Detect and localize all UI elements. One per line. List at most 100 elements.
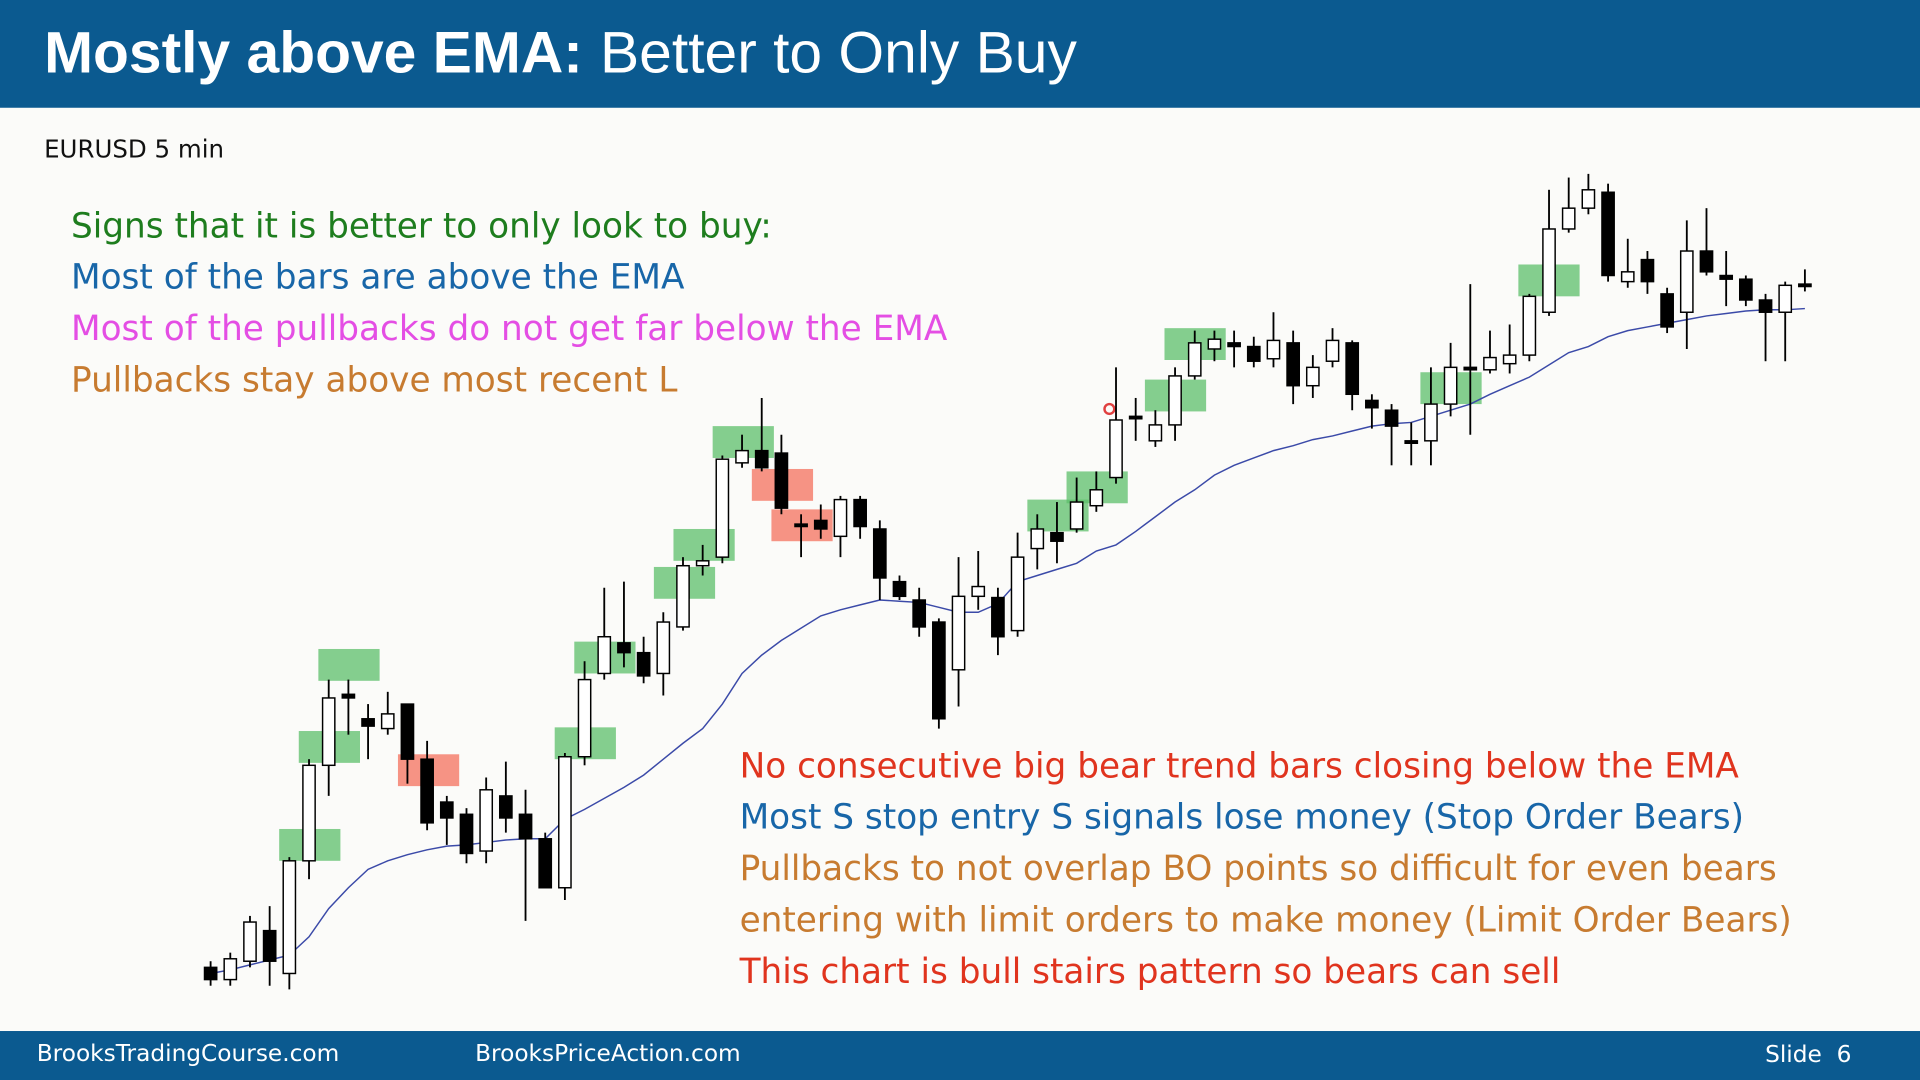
cursor-dot [1103,402,1116,416]
candle-body [459,813,474,855]
candle-body [1404,440,1419,444]
candle-body [1463,366,1478,371]
candle-body [912,599,927,628]
candle-body [1738,278,1753,301]
candle-body [1365,399,1379,409]
candle-body [1227,342,1241,348]
candle-body [262,929,277,962]
candle-body [1561,207,1576,230]
note-left: Signs that it is better to only look to … [71,206,772,246]
notes: Signs that it is better to only look to … [71,206,1792,992]
candle-body [1719,274,1734,280]
candle-body [1483,356,1497,371]
candle-body [1778,284,1793,313]
slide-title: Mostly above EMA: Better to Only Buy [44,20,1077,85]
candle-body [1050,531,1064,542]
note-right: This chart is bull stairs pattern so bea… [739,952,1561,992]
candle-body [498,795,513,819]
candle-body [577,678,592,758]
candle-body [341,693,356,699]
candle-body [1699,250,1714,273]
title-rest: Better to Only Buy [600,20,1077,85]
candle-body [1581,189,1596,209]
candle-body [1502,354,1517,365]
candle-body [1187,342,1202,377]
candle-body [1325,339,1340,362]
candle-body [656,621,671,675]
candle-body [833,498,848,538]
candle-body [1640,258,1655,283]
candle-body [400,703,415,760]
candle-body [282,860,297,975]
candle-body [479,789,494,852]
candle-body [1109,419,1123,479]
footer-center: BrooksPriceAction.com [475,1040,741,1067]
candle-body [892,580,907,598]
candle-body [735,449,749,464]
candle-body [302,764,316,862]
candle-body [1384,409,1399,427]
candle-body [223,958,238,981]
candle-body [1798,283,1812,288]
candle-body [1443,366,1458,405]
note-right: Most S stop entry S signals lose money (… [740,798,1744,838]
candle-body [1542,228,1556,313]
candle-body [1305,366,1320,387]
note-left: Pullbacks stay above most recent L [71,361,677,401]
candle-body [1620,271,1635,283]
candle-body [380,713,395,730]
candle-body [971,585,986,598]
candle-body [715,458,730,558]
note-right: entering with limit orders to make money… [740,901,1792,941]
candle-body [518,813,533,840]
note-left: Most of the bars are above the EMA [71,258,685,298]
candle-body [439,801,454,819]
header-bar [0,0,1920,108]
candle-body [617,642,631,654]
candle-body [1128,415,1143,420]
candle-body [1069,501,1084,530]
candle-body [597,636,612,675]
note-right: No consecutive big bear trend bars closi… [740,746,1740,786]
candle-body [872,528,887,579]
price-chart [203,173,1812,990]
candle-body [1168,375,1182,426]
candle-body [1424,403,1438,442]
footer-bar [0,1031,1920,1080]
candle-body [420,758,434,824]
footer-left: BrooksTradingCourse.com [37,1040,340,1067]
candle-body [676,564,690,628]
note-left: Most of the pullbacks do not get far bel… [71,309,948,349]
candle-body [538,838,553,889]
candle-body [1522,295,1537,356]
slide-number: Slide 6 [1765,1041,1851,1068]
candle-body [1286,342,1301,387]
candle-body [558,756,572,889]
candle-body [951,595,966,671]
candle-body [932,621,946,720]
candle-body [695,560,710,567]
title-bold: Mostly above EMA: [44,20,583,85]
candle-body [1758,299,1773,313]
candle-body [1660,293,1674,328]
candle-body [1010,556,1025,632]
candle-body [813,519,828,530]
candle-body [1266,339,1281,360]
candle-body [853,498,867,528]
ema-line [210,307,1805,975]
candle-body [754,449,769,469]
highlight-box [318,648,380,681]
candle-body [1601,191,1615,277]
chart-subtitle: EURUSD 5 min [44,135,224,164]
candle-body [1089,489,1104,507]
candle-body [361,718,375,727]
candle-body [991,596,1005,638]
candle-body [1148,424,1163,442]
candle-body [774,452,789,509]
candle-body [1207,338,1222,350]
candle-body [203,966,218,981]
candle-body [1679,250,1694,313]
candle-body [636,651,651,677]
candle-body [794,523,808,528]
